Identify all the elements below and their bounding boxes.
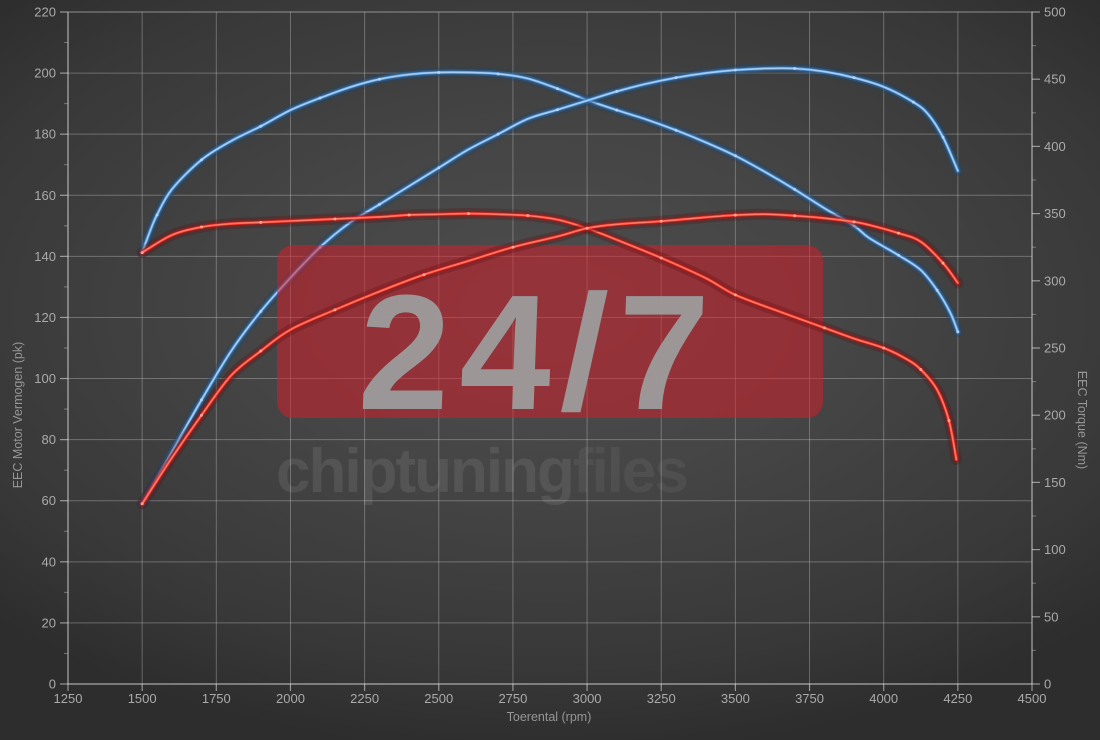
y-right-tick-label: 450: [1044, 72, 1066, 87]
x-axis-title: Toerental (rpm): [507, 710, 592, 724]
tick-labels: 1250 1500 1750 2000 2250 2500 2750 3000 3250 3500…: [34, 5, 1065, 707]
curve-red-power: [136, 208, 964, 510]
x-tick-label: 2250: [350, 691, 379, 706]
y-left-tick-label: 40: [42, 554, 56, 569]
watermark-badge-box: [277, 245, 823, 418]
y-left-tick-label: 160: [34, 188, 56, 203]
y-left-tick-label: 120: [34, 310, 56, 325]
y-left-tick-label: 200: [34, 66, 56, 81]
x-tick-label: 1250: [54, 691, 83, 706]
y-left-tick-label: 100: [34, 371, 56, 386]
axis-spines-and-ticks: [60, 11, 1040, 691]
y-left-tick-label: 80: [42, 432, 56, 447]
x-tick-label: 2500: [424, 691, 453, 706]
x-tick-label: 4250: [943, 691, 972, 706]
x-tick-label: 3750: [795, 691, 824, 706]
y-left-tick-label: 220: [34, 5, 56, 20]
y-right-tick-label: 350: [1044, 206, 1066, 221]
y-right-tick-label: 100: [1044, 542, 1066, 557]
y-right-tick-label: 400: [1044, 139, 1066, 154]
y-left-axis-title: EEC Motor Vermogen (pk): [11, 342, 25, 489]
y-right-tick-label: 500: [1044, 5, 1066, 20]
y-right-tick-label: 0: [1044, 677, 1051, 692]
y-right-tick-label: 300: [1044, 273, 1066, 288]
x-tick-label: 3500: [721, 691, 750, 706]
y-right-tick-label: 200: [1044, 408, 1066, 423]
y-right-tick-label: 250: [1044, 341, 1066, 356]
watermark-brand-text: chiptuningfiles: [276, 437, 687, 506]
x-tick-label: 3250: [647, 691, 676, 706]
y-right-axis-title: EEC Torque (Nm): [1075, 371, 1089, 469]
watermark: 24/7 chiptuningfiles: [276, 245, 823, 506]
y-left-tick-label: 60: [42, 493, 56, 508]
curve-red-torque: [136, 208, 962, 466]
watermark-badge-text: 24/7: [356, 260, 722, 444]
curve-blue-torque: [136, 66, 964, 338]
axis-titles: EEC Motor Vermogen (pk) EEC Torque (Nm) …: [11, 342, 1089, 724]
watermark-brand-bold: chiptuning: [276, 437, 573, 506]
x-tick-label: 4500: [1018, 691, 1047, 706]
y-left-tick-label: 140: [34, 249, 56, 264]
x-tick-label: 2000: [276, 691, 305, 706]
y-left-tick-label: 20: [42, 615, 56, 630]
y-left-tick-label: 180: [34, 127, 56, 142]
x-tick-label: 4000: [869, 691, 898, 706]
x-tick-label: 1500: [128, 691, 157, 706]
original-curves-red: [136, 208, 964, 510]
y-right-tick-label: 150: [1044, 475, 1066, 490]
x-tick-label: 2750: [498, 691, 527, 706]
x-tick-label: 3000: [573, 691, 602, 706]
x-tick-label: 1750: [202, 691, 231, 706]
y-left-tick-label: 0: [49, 677, 56, 692]
y-right-tick-label: 50: [1044, 609, 1058, 624]
watermark-brand-light: files: [573, 437, 687, 506]
